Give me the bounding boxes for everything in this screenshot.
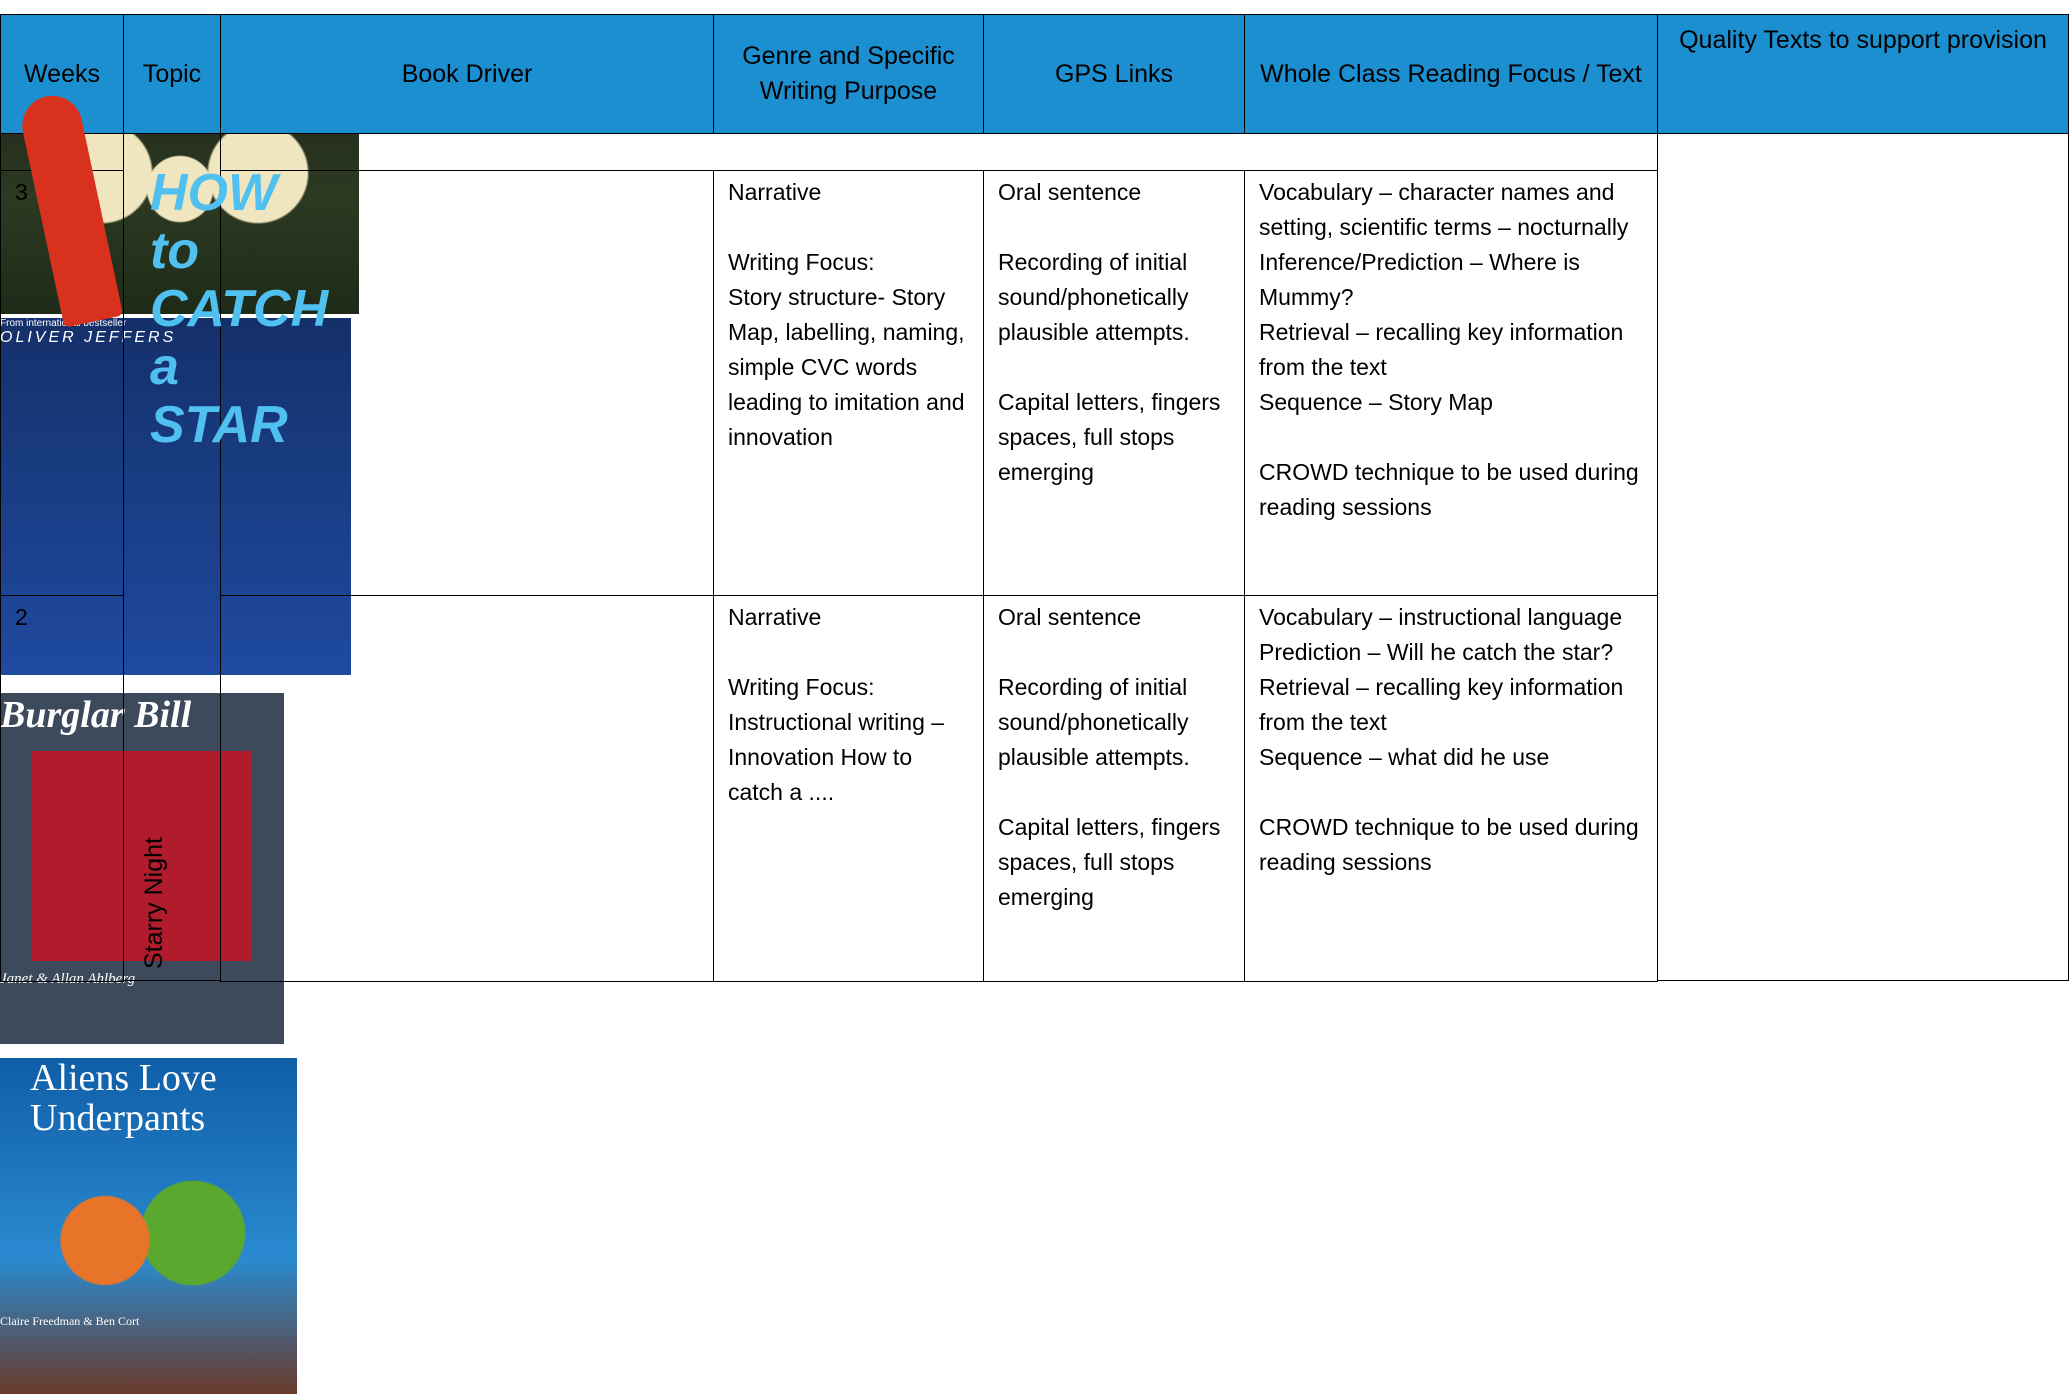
paragraph: Vocabulary – character names and setting… (1259, 179, 1629, 415)
paragraph: Oral sentence (998, 604, 1142, 630)
book-cover: From international bestseller OLIVER JEFF… (0, 90, 351, 675)
aliens (38, 1158, 259, 1308)
reading-cell: Vocabulary – instructional language Pred… (1244, 595, 1658, 982)
reading-cell: Vocabulary – character names and setting… (1244, 170, 1658, 596)
cover-authors: OLIVER JEFFERS (0, 329, 177, 346)
book-cell (220, 595, 714, 982)
genre-cell: Narrative Writing Focus: Instructional wr… (713, 595, 984, 982)
paragraph: Capital letters, fingers spaces, full st… (998, 389, 1221, 485)
gps-cell: Oral sentence Recording of initial sound/… (983, 595, 1245, 982)
paragraph: Writing Focus: Story structure- Story Ma… (728, 249, 965, 450)
week-cell: 2 (0, 595, 124, 982)
paragraph: Oral sentence (998, 179, 1142, 205)
paragraph: Recording of initial sound/phonetically … (998, 674, 1190, 770)
quality-cell (1657, 133, 2069, 981)
cover-title: HOW to CATCH a STAR (150, 164, 329, 454)
window (32, 751, 252, 961)
book-cover: Aliens Love Underpants Claire Freedman & … (0, 1058, 297, 1394)
paragraph: Capital letters, fingers spaces, full st… (998, 814, 1221, 910)
header-cell: Quality Texts to support provision (1657, 14, 2069, 134)
genre-cell: Narrative Writing Focus: Story structure-… (713, 170, 984, 596)
page: Weeks Topic Book Driver Genre and Specif… (0, 14, 2069, 1394)
empty-cell (220, 133, 1658, 171)
header-cell: Genre and Specific Writing Purpose (713, 14, 984, 134)
gps-cell: Oral sentence Recording of initial sound/… (983, 170, 1245, 596)
paragraph: CROWD technique to be used during readin… (1259, 814, 1639, 875)
paragraph: Writing Focus: Instructional writing – I… (728, 674, 945, 805)
header-cell: Topic (123, 14, 221, 134)
paragraph: Recording of initial sound/phonetically … (998, 249, 1190, 345)
cover-title: Burglar Bill (0, 694, 192, 736)
paragraph: Narrative (728, 604, 822, 630)
header-cell: Book Driver (220, 14, 714, 134)
header-cell: GPS Links (983, 14, 1245, 134)
paragraph: Vocabulary – instructional language Pred… (1259, 604, 1624, 770)
cover-title: Aliens Love Underpants (30, 1057, 217, 1139)
paragraph: Narrative (728, 179, 822, 205)
paragraph: CROWD technique to be used during readin… (1259, 459, 1639, 520)
cover-authors: Claire Freedman & Ben Cort (0, 1314, 140, 1328)
header-cell: Whole Class Reading Focus / Text (1244, 14, 1658, 134)
topic: Starry Night (140, 837, 168, 969)
